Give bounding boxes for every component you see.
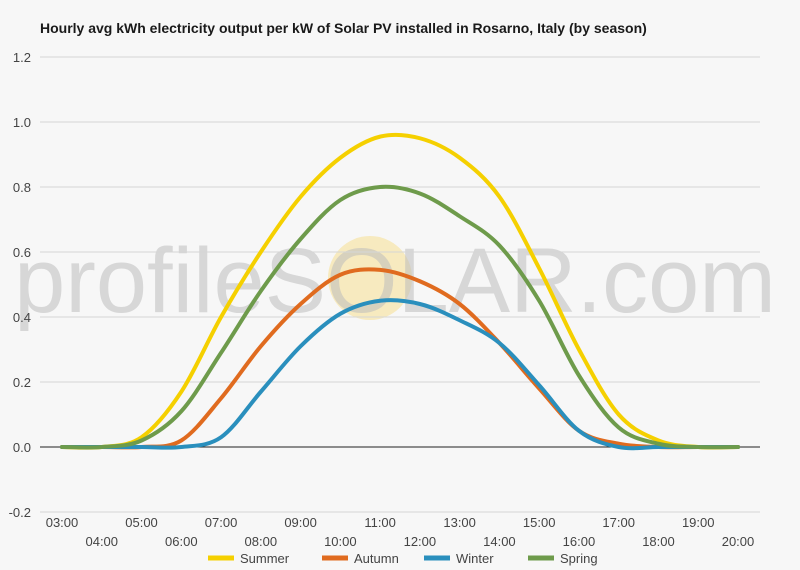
y-tick-label: -0.2 [9,505,31,520]
x-tick-label: 16:00 [563,534,596,549]
series-line-spring [60,184,740,450]
x-tick-label: 20:00 [722,534,755,549]
series-line-winter [60,298,740,451]
legend-label-autumn: Autumn [354,551,399,566]
plot-area [60,132,740,451]
watermark-text: profileSOLAR.com [14,230,776,332]
legend: Summer Autumn Winter Spring [208,551,598,566]
y-tick-label: 0.8 [13,180,31,195]
x-tick-label: 03:00 [46,515,79,530]
legend-label-summer: Summer [240,551,290,566]
x-tick-label: 15:00 [523,515,556,530]
x-tick-label: 05:00 [125,515,158,530]
y-tick-label: 0.4 [13,310,31,325]
y-tick-label: 1.0 [13,115,31,130]
x-axis: 03:00 04:00 05:00 06:00 07:00 08:00 09:00 10:00… [46,515,755,549]
x-tick-label: 09:00 [284,515,317,530]
legend-label-winter: Winter [456,551,494,566]
series-line-summer [60,132,740,450]
x-tick-label: 06:00 [165,534,198,549]
y-tick-label: 1.2 [13,50,31,65]
x-tick-label: 04:00 [85,534,118,549]
x-tick-label: 18:00 [642,534,675,549]
x-tick-label: 13:00 [443,515,476,530]
x-tick-label: 14:00 [483,534,516,549]
x-tick-label: 19:00 [682,515,715,530]
watermark: profileSOLAR.com [14,230,776,332]
x-tick-label: 10:00 [324,534,357,549]
x-tick-label: 12:00 [404,534,437,549]
series-line-autumn [60,267,740,450]
y-axis: -0.2 0.0 0.2 0.4 0.6 0.8 1.0 1.2 [9,50,31,520]
x-tick-label: 11:00 [364,515,396,530]
chart-title: Hourly avg kWh electricity output per kW… [40,20,647,36]
x-tick-label: 17:00 [602,515,635,530]
y-tick-label: 0.6 [13,245,31,260]
x-tick-label: 07:00 [205,515,238,530]
y-tick-label: 0.2 [13,375,31,390]
y-tick-label: 0.0 [13,440,31,455]
legend-label-spring: Spring [560,551,598,566]
x-tick-label: 08:00 [245,534,278,549]
